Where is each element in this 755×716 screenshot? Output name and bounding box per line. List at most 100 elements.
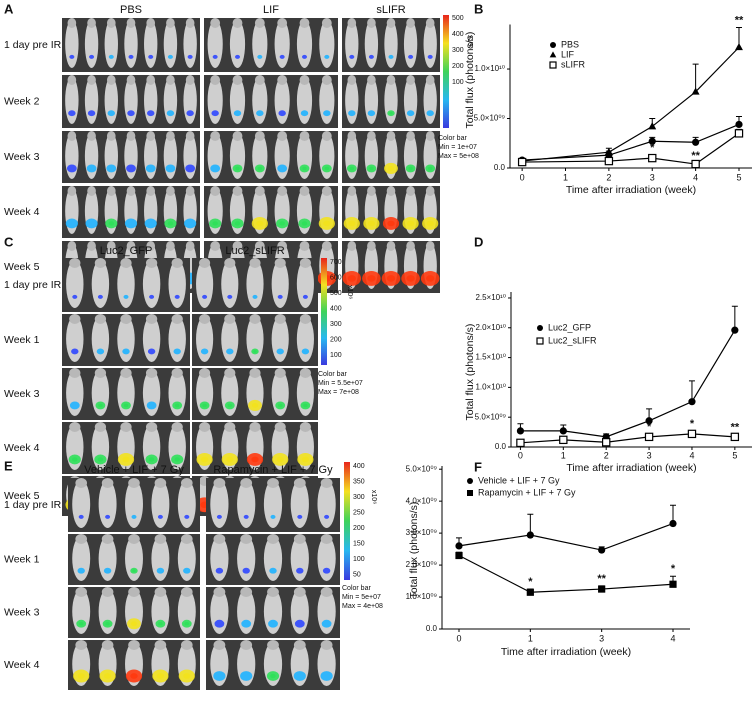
mouse-head: [120, 422, 132, 432]
data-point: [598, 585, 606, 593]
mouse-head: [106, 131, 116, 141]
significance-label: **: [735, 14, 744, 26]
signal-spot: [157, 514, 163, 519]
mouse-head: [267, 478, 279, 488]
signal-core: [108, 221, 115, 226]
signal-spot: [294, 619, 305, 628]
signal-spot: [321, 619, 332, 628]
mouse: [66, 260, 84, 308]
data-point: [601, 438, 611, 447]
mouse: [124, 20, 138, 68]
mouse-head: [406, 18, 415, 28]
y-tick-label: 2.0×10¹⁰: [475, 323, 506, 332]
signal-spot: [211, 110, 219, 117]
mouse-head: [128, 640, 140, 650]
y-tick-label: 1.0×10¹⁰: [474, 64, 505, 73]
legend-label: Vehicle + LIF + 7 Gy: [478, 475, 560, 485]
mouse-head: [293, 478, 306, 488]
mouse: [296, 260, 314, 308]
signal-core: [270, 673, 276, 679]
mouse-head: [267, 534, 279, 544]
signal-spot: [276, 348, 284, 355]
data-point: [731, 326, 739, 334]
y-tick-label: 4.0×10⁰⁹: [406, 496, 437, 505]
mouse-head: [128, 478, 140, 488]
colorbar-unit: x10⁶: [370, 490, 377, 504]
signal-spot: [166, 110, 175, 117]
panel-letter: A: [4, 1, 14, 16]
y-tick-label: 5.0×10⁰⁹: [475, 412, 506, 421]
signal-core: [426, 220, 434, 227]
mouse-head: [87, 241, 96, 251]
row-label: Week 1: [4, 553, 40, 565]
colorbar-tick-label: 600: [330, 274, 342, 281]
mouse: [207, 77, 223, 124]
x-tick-label: 2: [604, 450, 609, 460]
mouse-head: [106, 18, 116, 28]
mouse-head: [69, 368, 81, 378]
column-label: LIF: [263, 4, 279, 16]
signal-core: [389, 111, 393, 115]
row-label: Week 2: [4, 95, 40, 107]
mouse: [196, 260, 214, 308]
mouse-head: [425, 241, 435, 251]
data-point: [692, 138, 700, 146]
signal-spot: [241, 619, 252, 628]
mouse-head: [249, 368, 261, 378]
mouse: [98, 536, 117, 581]
colorbar-tick-label: 400: [353, 463, 365, 470]
mouse: [72, 536, 91, 581]
mouse-head: [320, 587, 333, 597]
mouse-head: [199, 368, 211, 378]
mouse-head: [321, 131, 332, 141]
mouse-head: [101, 534, 114, 544]
y-tick-label: 1.0×10⁰⁹: [406, 592, 437, 601]
mouse-head: [367, 75, 376, 85]
mouse-head: [240, 587, 253, 597]
error-bar: [692, 63, 699, 92]
mouse-head: [106, 186, 116, 196]
signal-core: [303, 403, 308, 408]
signal-core: [251, 403, 259, 408]
image-background: [204, 18, 338, 72]
mouse-head: [299, 186, 310, 196]
series-line: [520, 329, 736, 438]
mouse-head: [146, 18, 156, 28]
signal-spot: [103, 567, 112, 574]
image-background: [204, 131, 338, 183]
signal-spot: [144, 218, 157, 229]
mouse-head: [299, 241, 310, 251]
data-point: [559, 427, 567, 435]
signal-core: [212, 221, 218, 226]
mouse: [263, 536, 283, 581]
mouse-head: [347, 131, 357, 141]
mouse-head: [94, 422, 107, 432]
data-point: [669, 519, 677, 528]
mouse-head: [171, 368, 183, 378]
mouse-head: [145, 422, 158, 432]
data-point: [669, 580, 677, 588]
data-point: [691, 159, 700, 169]
x-tick-label: 1: [563, 172, 568, 182]
signal-spot: [68, 110, 76, 117]
mouse-head: [232, 18, 243, 28]
signal-spot: [148, 54, 154, 59]
mouse-head: [274, 258, 286, 268]
signal-core: [130, 673, 138, 679]
mouse-head: [274, 422, 286, 432]
mouse-head: [299, 75, 310, 85]
colorbar-tick-label: 50: [353, 571, 361, 578]
signal-spot: [426, 110, 434, 117]
legend-label: Rapamycin + LIF + 7 Gy: [478, 487, 576, 497]
mouse-head: [367, 186, 376, 196]
colorbar-tick-label: 300: [330, 321, 342, 328]
mouse: [144, 20, 158, 68]
signal-spot: [277, 164, 288, 173]
data-point: [735, 42, 743, 51]
signal-core: [72, 457, 78, 462]
mouse-head: [224, 368, 236, 378]
signal-core: [77, 673, 85, 679]
signal-core: [256, 220, 264, 227]
mouse-head: [299, 314, 311, 324]
colorbar-tick-label: 500: [330, 290, 342, 297]
